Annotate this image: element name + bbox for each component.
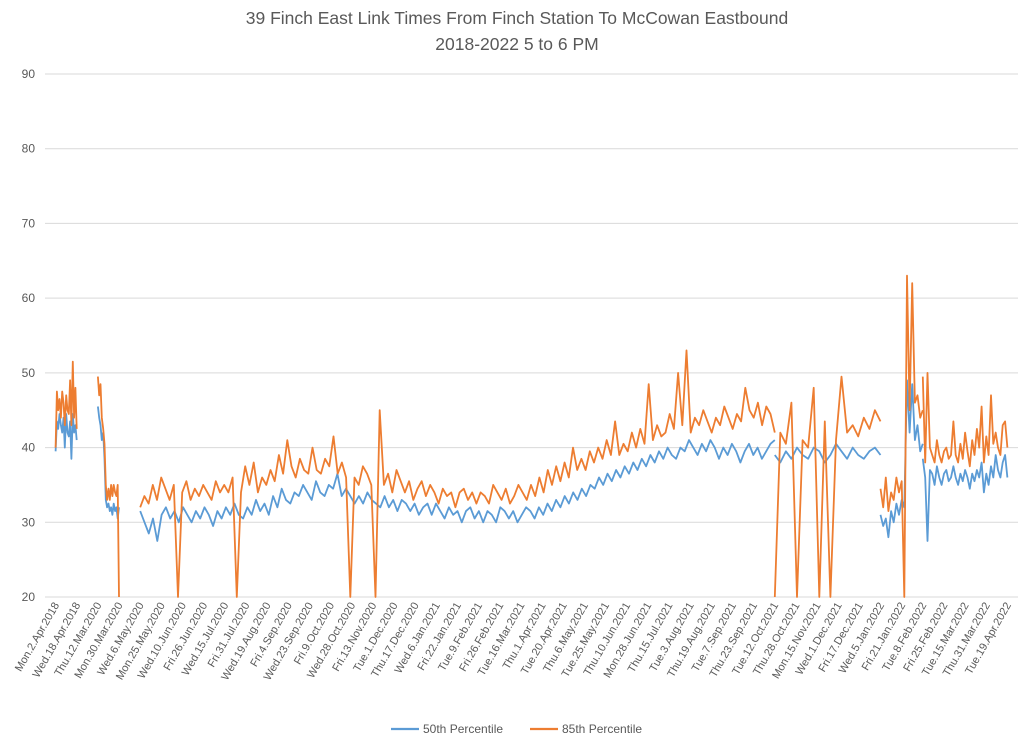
series-line-segment [921,454,1009,542]
legend-label-85th-percentile: 85th Percentile [562,722,642,736]
series-layer [54,274,1009,598]
y-tick-label-30: 30 [22,515,36,529]
series-line-segment [97,406,120,520]
series-85th-percentile [54,274,1009,598]
y-tick-label-70: 70 [22,216,36,230]
series-line-segment [879,274,924,598]
legend-label-50th-percentile: 50th Percentile [423,722,503,736]
y-tick-label-80: 80 [22,142,36,156]
series-50th-percentile [54,379,1009,542]
series-line-segment [773,375,882,598]
series-line-segment [139,349,776,598]
legend: 50th Percentile 85th Percentile [391,722,642,736]
series-line-segment [139,439,776,542]
series-line-segment [97,376,120,598]
y-axis-tick-labels: 20 30 40 50 60 70 80 90 [22,67,36,604]
y-tick-label-40: 40 [22,441,36,455]
chart-subtitle: 2018-2022 5 to 6 PM [435,34,598,54]
y-tick-label-60: 60 [22,291,36,305]
series-line-segment [54,360,78,448]
chart-title: 39 Finch East Link Times From Finch Stat… [246,8,788,28]
y-tick-label-50: 50 [22,366,36,380]
series-line-segment [774,442,882,464]
series-line-segment [921,371,1009,468]
x-axis-tick-labels: Mon.2.Apr.2018Wed.18.Apr.2018Thu.12.Mar.… [13,600,1014,682]
y-tick-label-20: 20 [22,590,36,604]
series-line-segment [54,413,78,460]
y-tick-label-90: 90 [22,67,36,81]
gridlines [45,73,1018,598]
